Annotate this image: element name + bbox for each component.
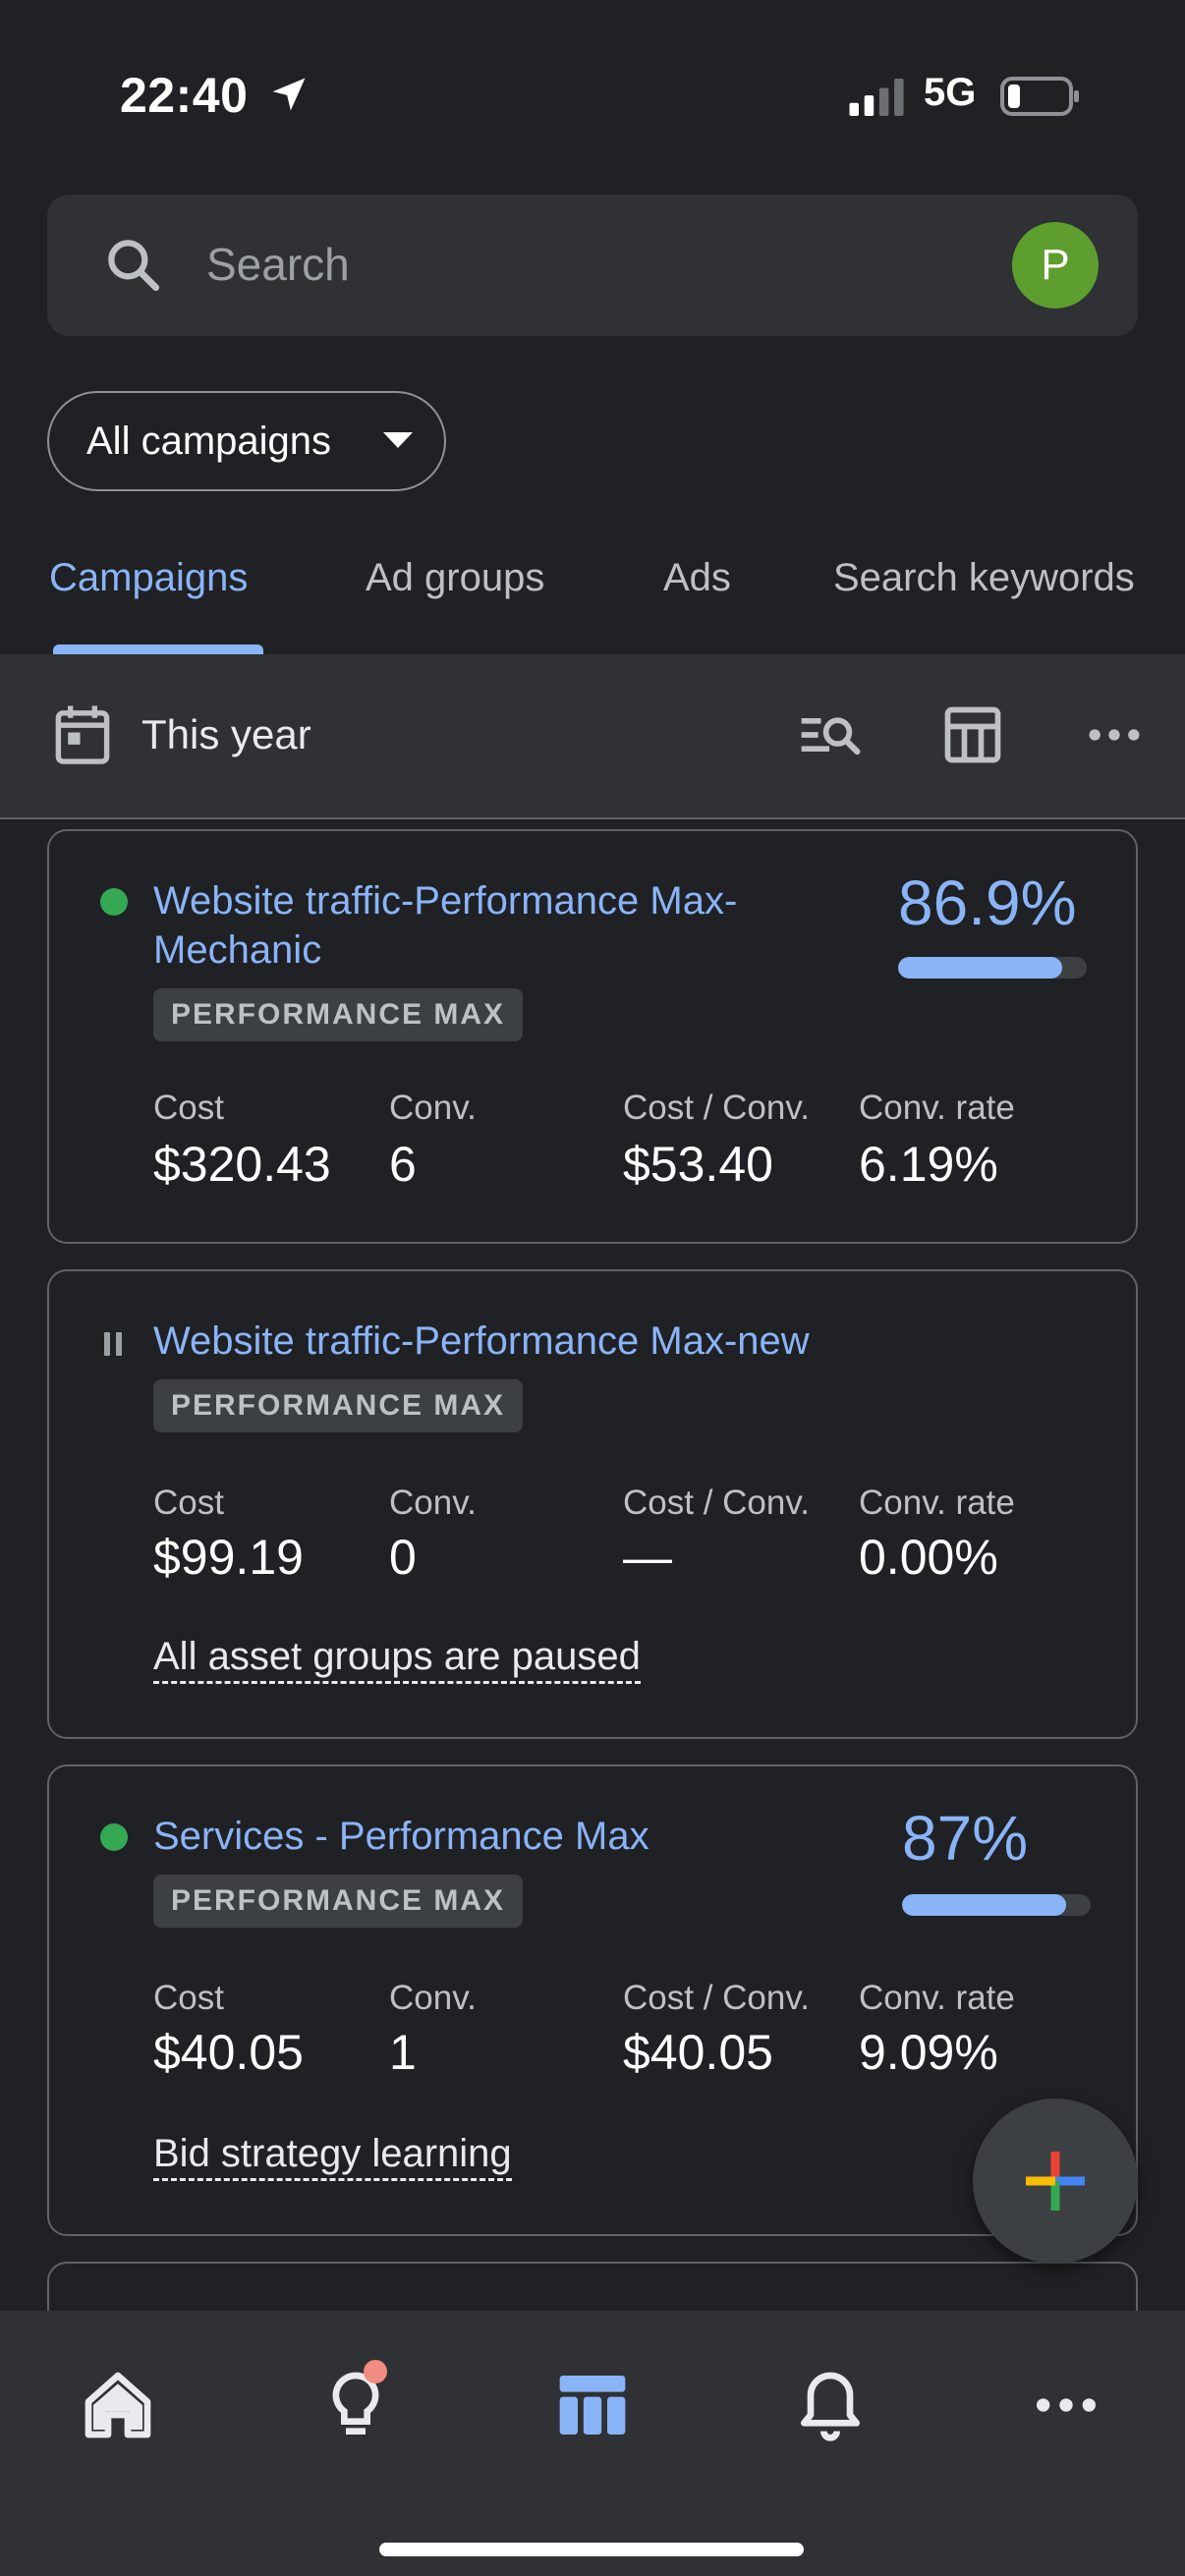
conv-rate-label: Conv. rate bbox=[859, 1484, 1015, 1522]
conv-value: 1 bbox=[389, 2025, 417, 2080]
campaign-card[interactable]: Website traffic-Performance Max-new PERF… bbox=[47, 1269, 1138, 1739]
tab-campaigns[interactable]: Campaigns bbox=[49, 556, 249, 599]
cost-per-conv-value: $40.05 bbox=[623, 2025, 773, 2080]
optimization-score: 87% bbox=[902, 1803, 1029, 1874]
battery-icon bbox=[1000, 77, 1079, 116]
calendar-icon[interactable] bbox=[53, 703, 112, 766]
search-icon bbox=[108, 240, 160, 292]
table-columns-icon[interactable] bbox=[939, 701, 1006, 768]
optimization-score-fill bbox=[902, 1894, 1067, 1916]
avatar[interactable]: P bbox=[1012, 222, 1099, 308]
campaign-name-line2[interactable]: Mechanic bbox=[153, 928, 322, 972]
cost-per-conv-value: $53.40 bbox=[623, 1137, 773, 1192]
campaign-card[interactable]: Website traffic-Performance Max- Mechani… bbox=[47, 829, 1138, 1244]
create-fab-button[interactable] bbox=[973, 2099, 1138, 2264]
cost-per-conv-value: — bbox=[623, 1530, 672, 1585]
conv-value: 6 bbox=[389, 1137, 417, 1192]
cost-label: Cost bbox=[153, 1089, 224, 1127]
tab-ad-groups[interactable]: Ad groups bbox=[366, 556, 545, 599]
conv-rate-value: 9.09% bbox=[859, 2025, 998, 2080]
more-horizontal-icon[interactable] bbox=[1081, 701, 1148, 768]
home-indicator bbox=[379, 2543, 804, 2556]
caret-down-icon bbox=[383, 432, 413, 448]
status-bar: 22:40 5G bbox=[0, 0, 1185, 187]
bell-icon[interactable] bbox=[791, 2366, 870, 2444]
toolbar: This year bbox=[0, 654, 1185, 819]
notification-dot bbox=[364, 2360, 387, 2383]
optimization-score: 86.9% bbox=[898, 868, 1077, 938]
conv-rate-label: Conv. rate bbox=[859, 1979, 1015, 2017]
search-list-icon[interactable] bbox=[796, 701, 863, 768]
active-tab-indicator bbox=[53, 644, 263, 654]
more-icon[interactable] bbox=[1027, 2366, 1105, 2444]
campaign-status-note[interactable]: Bid strategy learning bbox=[153, 2132, 512, 2181]
tab-bar: Campaigns Ad groups Ads Search keywords bbox=[0, 531, 1185, 654]
optimization-score-bar bbox=[902, 1894, 1091, 1916]
cost-value: $99.19 bbox=[153, 1530, 304, 1585]
tab-search-keywords[interactable]: Search keywords bbox=[833, 556, 1135, 599]
search-bar[interactable]: Search P bbox=[47, 195, 1138, 336]
campaign-status-note[interactable]: All asset groups are paused bbox=[153, 1635, 641, 1684]
plus-icon bbox=[1026, 2152, 1085, 2211]
campaign-name[interactable]: Services - Performance Max bbox=[153, 1815, 649, 1858]
conv-label: Conv. bbox=[389, 1979, 477, 2017]
campaign-filter-label: All campaigns bbox=[86, 419, 332, 463]
cost-per-conv-label: Cost / Conv. bbox=[623, 1484, 810, 1522]
date-range-label[interactable]: This year bbox=[141, 711, 311, 757]
network-type: 5G bbox=[924, 71, 977, 114]
conv-label: Conv. bbox=[389, 1484, 477, 1522]
campaign-name[interactable]: Website traffic-Performance Max-new bbox=[153, 1319, 810, 1363]
campaign-name[interactable]: Website traffic-Performance Max- bbox=[153, 879, 738, 923]
cost-value: $40.05 bbox=[153, 2025, 304, 2080]
enabled-status-icon bbox=[100, 1823, 128, 1851]
cost-label: Cost bbox=[153, 1979, 224, 2017]
conv-value: 0 bbox=[389, 1530, 417, 1585]
cost-per-conv-label: Cost / Conv. bbox=[623, 1979, 810, 2017]
tab-ads[interactable]: Ads bbox=[663, 556, 731, 599]
campaign-type-badge: PERFORMANCE MAX bbox=[153, 988, 524, 1041]
cost-label: Cost bbox=[153, 1484, 224, 1522]
status-time: 22:40 bbox=[120, 68, 249, 123]
paused-status-icon bbox=[104, 1332, 124, 1356]
bottom-nav bbox=[0, 2311, 1185, 2576]
search-input[interactable]: Search bbox=[206, 239, 350, 290]
optimization-score-bar bbox=[898, 957, 1087, 979]
conv-rate-value: 0.00% bbox=[859, 1530, 998, 1585]
signal-icon bbox=[849, 79, 904, 116]
conv-rate-value: 6.19% bbox=[859, 1137, 998, 1192]
optimization-score-fill bbox=[898, 957, 1062, 979]
enabled-status-icon bbox=[100, 888, 128, 916]
campaign-type-badge: PERFORMANCE MAX bbox=[153, 1875, 524, 1928]
cost-per-conv-label: Cost / Conv. bbox=[623, 1089, 810, 1127]
campaign-card[interactable]: Services - Performance Max PERFORMANCE M… bbox=[47, 1764, 1138, 2236]
location-arrow-icon bbox=[272, 78, 306, 111]
cost-value: $320.43 bbox=[153, 1137, 331, 1192]
home-icon[interactable] bbox=[79, 2366, 157, 2444]
conv-rate-label: Conv. rate bbox=[859, 1089, 1015, 1127]
campaign-type-badge: PERFORMANCE MAX bbox=[153, 1379, 524, 1432]
conv-label: Conv. bbox=[389, 1089, 477, 1127]
campaigns-table-icon[interactable] bbox=[553, 2366, 632, 2444]
campaign-filter-dropdown[interactable]: All campaigns bbox=[47, 391, 446, 491]
